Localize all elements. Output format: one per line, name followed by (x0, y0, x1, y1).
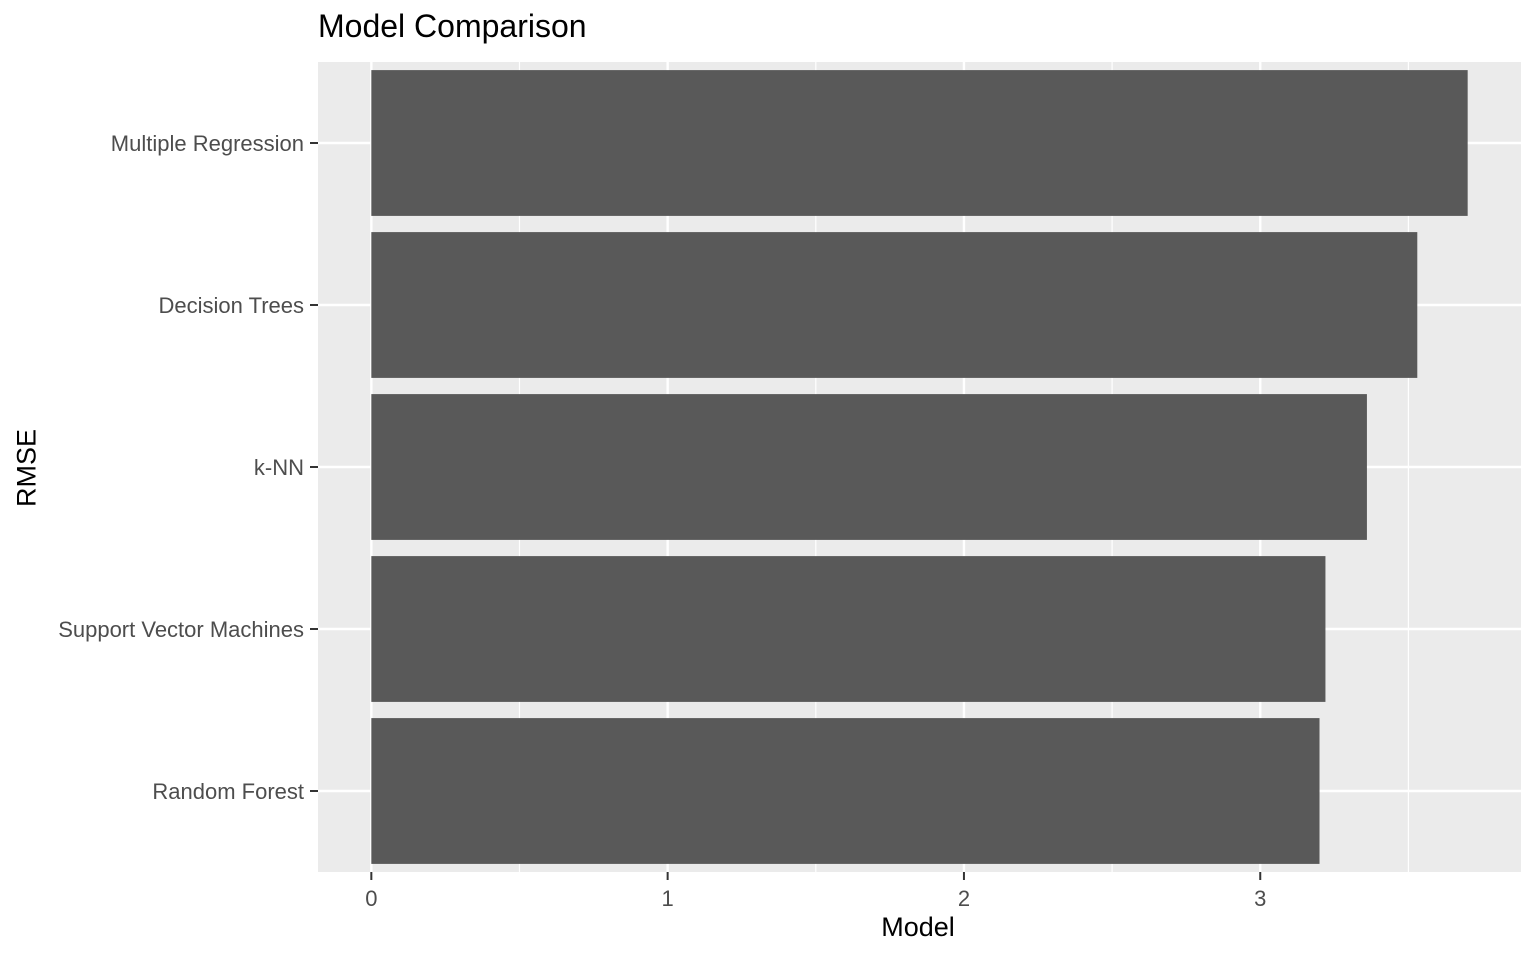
chart-title: Model Comparison (318, 8, 587, 44)
bar (371, 394, 1367, 540)
y-axis-label: RMSE (11, 428, 42, 508)
y-tick-label: k-NN (254, 455, 304, 480)
bar (371, 718, 1320, 864)
y-tick-label: Support Vector Machines (58, 617, 304, 642)
bar (371, 70, 1468, 216)
y-tick-label: Multiple Regression (111, 131, 304, 156)
bar (371, 556, 1326, 702)
x-tick-label: 3 (1254, 886, 1266, 911)
x-tick-label: 2 (958, 886, 970, 911)
x-tick-label: 0 (365, 886, 377, 911)
bar (371, 232, 1418, 378)
y-tick-label: Decision Trees (158, 293, 304, 318)
x-axis-label: Model (881, 912, 955, 942)
y-tick-label: Random Forest (152, 779, 304, 804)
x-tick-label: 1 (662, 886, 674, 911)
